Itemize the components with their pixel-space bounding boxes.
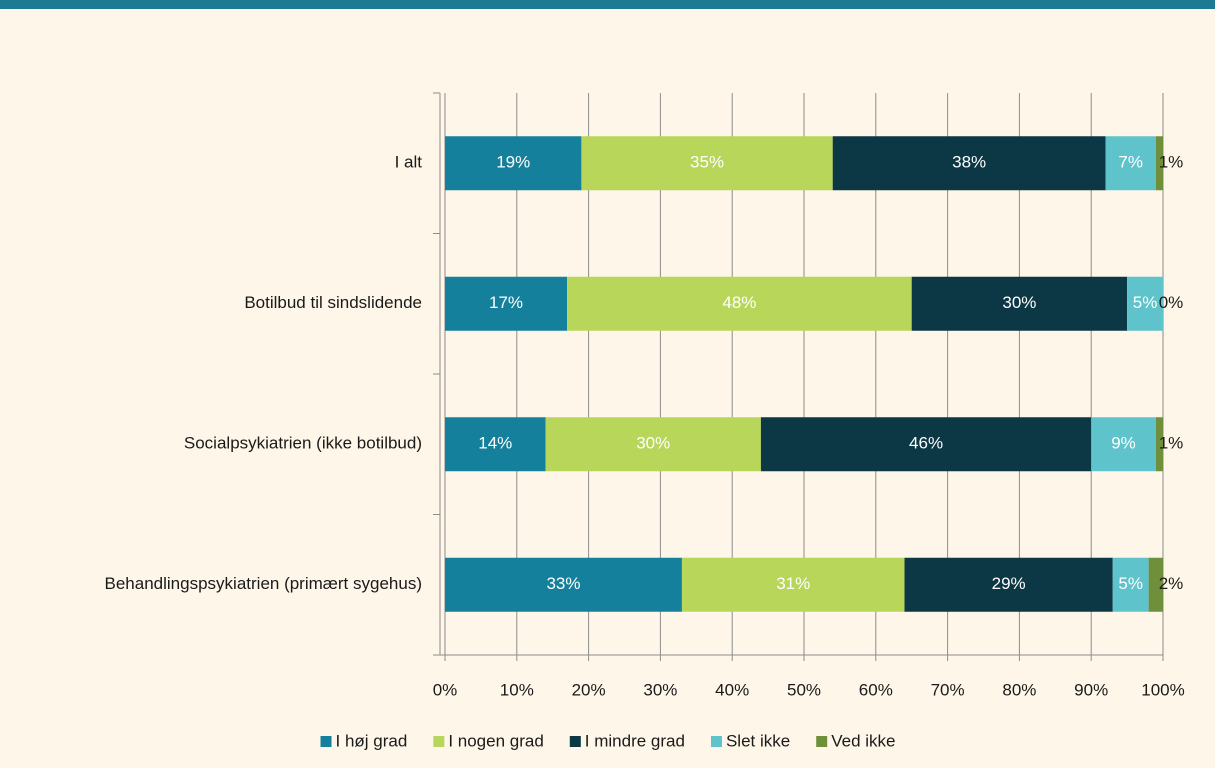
data-label: 1% bbox=[1159, 434, 1184, 453]
bar-segment bbox=[445, 276, 568, 331]
data-label: 9% bbox=[1111, 434, 1136, 453]
legend-label: I høj grad bbox=[336, 731, 408, 750]
data-label: 7% bbox=[1118, 153, 1143, 172]
data-label: 31% bbox=[776, 574, 810, 593]
legend-swatch bbox=[569, 736, 581, 747]
bar-segment bbox=[1155, 136, 1163, 191]
data-label: 5% bbox=[1118, 574, 1143, 593]
bar-segment bbox=[832, 136, 1106, 191]
data-label: 1% bbox=[1159, 153, 1184, 172]
data-label: 14% bbox=[478, 434, 512, 453]
top-border bbox=[0, 0, 1215, 9]
bar-segment bbox=[1091, 417, 1156, 472]
x-tick-label: 20% bbox=[572, 680, 606, 699]
data-label: 0% bbox=[1159, 293, 1184, 312]
x-tick-label: 70% bbox=[931, 680, 965, 699]
bar-segment bbox=[681, 557, 905, 612]
data-label: 30% bbox=[1002, 293, 1036, 312]
data-label: 30% bbox=[636, 434, 670, 453]
data-label: 33% bbox=[546, 574, 580, 593]
bar-segment bbox=[1127, 276, 1163, 331]
x-tick-label: 90% bbox=[1074, 680, 1108, 699]
bar-segment bbox=[904, 557, 1113, 612]
data-label: 38% bbox=[952, 153, 986, 172]
bar-segment bbox=[445, 136, 582, 191]
data-label: 17% bbox=[489, 293, 523, 312]
x-tick-label: 50% bbox=[787, 680, 821, 699]
x-tick-label: 30% bbox=[643, 680, 677, 699]
bar-segment bbox=[445, 417, 546, 472]
legend-swatch bbox=[816, 736, 828, 747]
y-tick-label: Botilbud til sindslidende bbox=[244, 293, 422, 312]
x-tick-label: 0% bbox=[433, 680, 458, 699]
bar-segment bbox=[911, 276, 1128, 331]
bar-segment bbox=[1155, 417, 1163, 472]
data-label: 46% bbox=[909, 434, 943, 453]
bar-segment bbox=[567, 276, 912, 331]
data-label: 2% bbox=[1159, 574, 1184, 593]
legend-swatch bbox=[433, 736, 445, 747]
bar-segment bbox=[760, 417, 1092, 472]
data-label: 48% bbox=[722, 293, 756, 312]
bar-segment bbox=[1105, 136, 1156, 191]
legend-swatch bbox=[710, 736, 722, 747]
bar-segment bbox=[545, 417, 761, 472]
legend-label: Ved ikke bbox=[831, 731, 895, 750]
x-tick-label: 10% bbox=[500, 680, 534, 699]
bar-segment bbox=[1148, 557, 1163, 612]
data-label: 5% bbox=[1133, 293, 1158, 312]
bar-segment bbox=[581, 136, 833, 191]
data-label: 29% bbox=[992, 574, 1026, 593]
x-tick-label: 60% bbox=[859, 680, 893, 699]
y-tick-label: I alt bbox=[395, 153, 423, 172]
legend-label: Slet ikke bbox=[726, 731, 790, 750]
bar-segment bbox=[445, 557, 682, 612]
y-tick-label: Behandlingspsykiatrien (primært sygehus) bbox=[105, 574, 422, 593]
x-tick-label: 100% bbox=[1141, 680, 1184, 699]
x-tick-label: 80% bbox=[1002, 680, 1036, 699]
legend-label: I nogen grad bbox=[448, 731, 543, 750]
legend-swatch bbox=[320, 736, 332, 747]
data-label: 19% bbox=[496, 153, 530, 172]
y-tick-label: Socialpsykiatrien (ikke botilbud) bbox=[184, 434, 422, 453]
x-tick-label: 40% bbox=[715, 680, 749, 699]
bar-segment bbox=[1112, 557, 1149, 612]
data-label: 35% bbox=[690, 153, 724, 172]
legend-label: I mindre grad bbox=[585, 731, 685, 750]
